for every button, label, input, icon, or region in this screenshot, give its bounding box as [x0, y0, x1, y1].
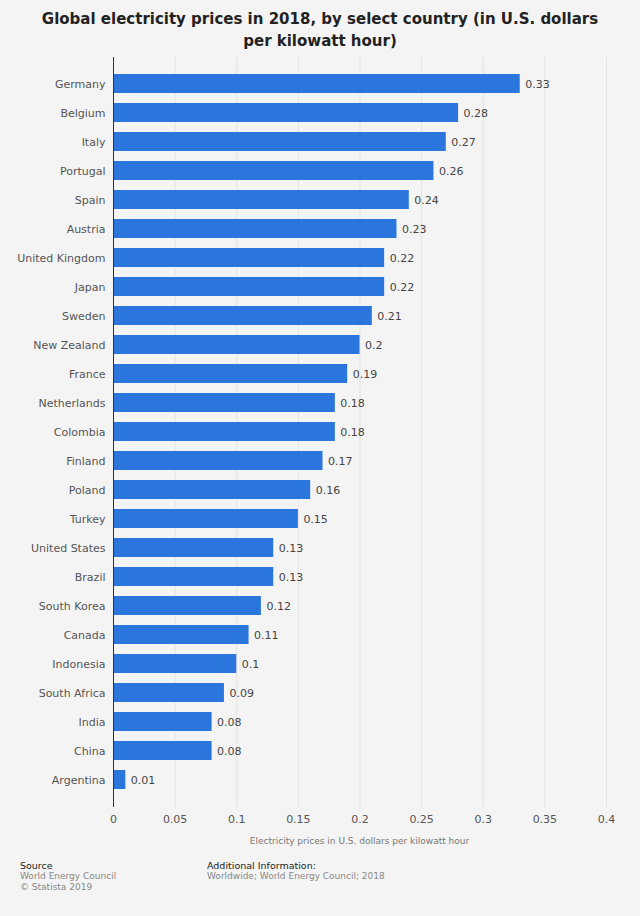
svg-text:0.2: 0.2	[365, 339, 383, 352]
svg-text:0.25: 0.25	[409, 813, 434, 826]
svg-text:0.09: 0.09	[229, 687, 254, 700]
html-text:Additional Information:: Additional Information:	[207, 860, 316, 871]
svg-text:0.33: 0.33	[525, 78, 550, 91]
svg-text:0.23: 0.23	[402, 223, 427, 236]
svg-text:Spain: Spain	[75, 194, 106, 207]
svg-text:0.18: 0.18	[340, 397, 365, 410]
svg-text:0.4: 0.4	[598, 813, 616, 826]
svg-text:0.17: 0.17	[328, 455, 353, 468]
svg-text:South Africa: South Africa	[39, 687, 106, 700]
svg-text:Belgium: Belgium	[60, 107, 105, 120]
svg-text:Netherlands: Netherlands	[38, 397, 105, 410]
svg-text:South Korea: South Korea	[39, 600, 106, 613]
svg-text:New Zealand: New Zealand	[33, 339, 105, 352]
svg-text:0.01: 0.01	[131, 774, 156, 787]
svg-text:0.19: 0.19	[353, 368, 378, 381]
svg-text:0.1: 0.1	[242, 658, 260, 671]
svg-text:Poland: Poland	[69, 484, 106, 497]
svg-text:0.1: 0.1	[228, 813, 246, 826]
html-text:© Statista 2019: © Statista 2019	[20, 882, 93, 892]
svg-text:United Kingdom: United Kingdom	[17, 252, 105, 265]
html-text:Worldwide; World Energy Counci: Worldwide; World Energy Council; 2018	[207, 871, 385, 881]
html-text:World Energy Council: World Energy Council	[20, 871, 117, 881]
svg-text:Germany: Germany	[55, 78, 106, 91]
svg-text:0.24: 0.24	[414, 194, 439, 207]
svg-text:0.08: 0.08	[217, 716, 242, 729]
svg-text:Japan: Japan	[74, 281, 106, 294]
svg-text:0.08: 0.08	[217, 745, 242, 758]
svg-text:China: China	[74, 745, 105, 758]
svg-text:France: France	[69, 368, 106, 381]
svg-text:0.35: 0.35	[533, 813, 558, 826]
svg-text:0.3: 0.3	[475, 813, 493, 826]
svg-text:0.11: 0.11	[254, 629, 279, 642]
html-text:Electricity prices in U.S. dol: Electricity prices in U.S. dollars per k…	[249, 836, 470, 846]
svg-text:0.05: 0.05	[163, 813, 188, 826]
svg-text:0.2: 0.2	[351, 813, 369, 826]
svg-text:Colombia: Colombia	[54, 426, 106, 439]
svg-text:0.13: 0.13	[279, 571, 304, 584]
svg-text:0.15: 0.15	[303, 513, 328, 526]
svg-text:Austria: Austria	[67, 223, 106, 236]
html-text:Global electricity prices in 2: Global electricity prices in 2018, by se…	[41, 10, 599, 50]
svg-text:0.22: 0.22	[390, 252, 415, 265]
svg-text:Indonesia: Indonesia	[52, 658, 105, 671]
svg-text:Brazil: Brazil	[75, 571, 106, 584]
svg-text:0.26: 0.26	[439, 165, 464, 178]
svg-text:0.18: 0.18	[340, 426, 365, 439]
svg-text:India: India	[79, 716, 106, 729]
html-text:Source: Source	[20, 860, 53, 871]
svg-text:Italy: Italy	[82, 136, 106, 149]
svg-text:0.21: 0.21	[377, 310, 402, 323]
svg-text:0.27: 0.27	[451, 136, 476, 149]
svg-text:Turkey: Turkey	[69, 513, 106, 526]
svg-text:0.22: 0.22	[390, 281, 415, 294]
svg-text:Finland: Finland	[66, 455, 105, 468]
svg-text:0.28: 0.28	[464, 107, 489, 120]
svg-text:0: 0	[110, 813, 117, 826]
svg-text:0.16: 0.16	[316, 484, 341, 497]
svg-text:United States: United States	[31, 542, 106, 555]
svg-text:Canada: Canada	[64, 629, 106, 642]
svg-text:0.15: 0.15	[286, 813, 311, 826]
svg-text:Sweden: Sweden	[62, 310, 105, 323]
svg-text:0.13: 0.13	[279, 542, 304, 555]
svg-text:0.12: 0.12	[266, 600, 291, 613]
svg-text:Portugal: Portugal	[60, 165, 106, 178]
svg-text:Argentina: Argentina	[52, 774, 106, 787]
